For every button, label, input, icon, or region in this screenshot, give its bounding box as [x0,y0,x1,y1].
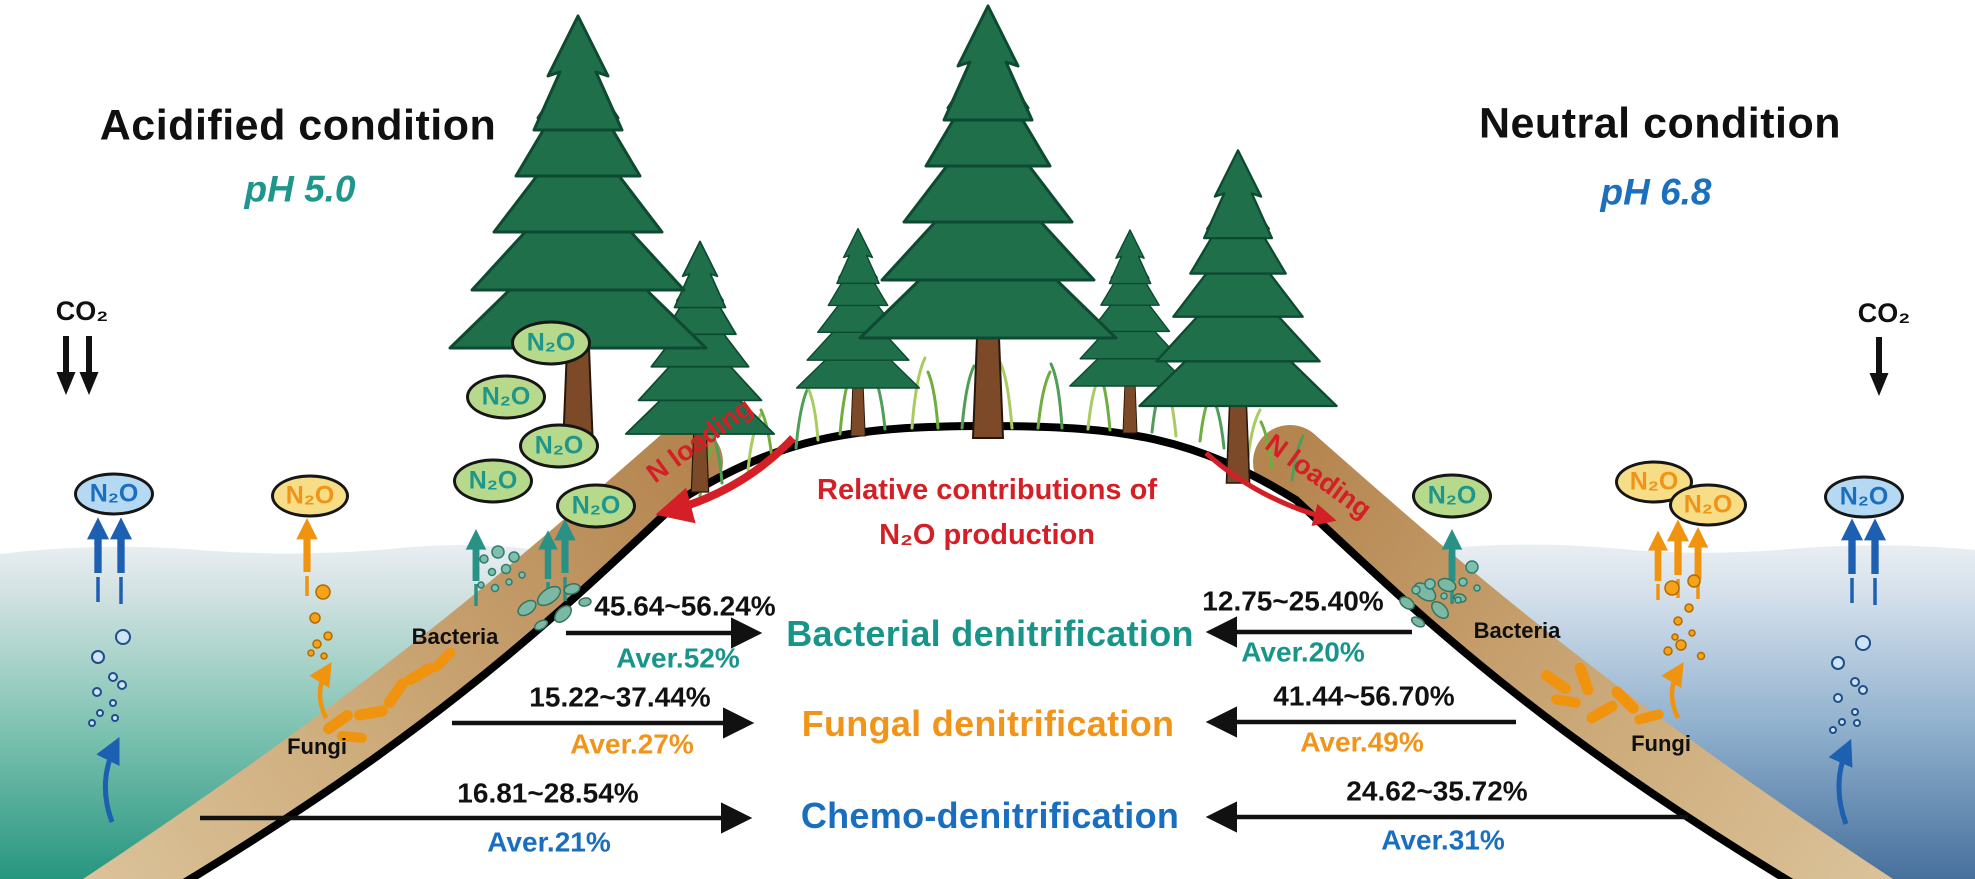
n2o-bubble: N₂O [74,472,154,516]
n2o-bubble: N₂O [511,320,591,366]
bacterial-range-acidified: 45.64~56.24% [594,590,776,622]
fungi-hyphae-left [323,647,456,743]
chemo-trail-arrow-right [1828,738,1853,825]
n2o-bubble: N₂O [519,423,599,469]
bacterial-range-neutral: 12.75~25.40% [1202,585,1384,617]
fungal-range-acidified: 15.22~37.44% [529,681,711,713]
row-arrows [200,616,1688,834]
co2-label-right: CO₂ [1857,298,1911,329]
fungal-range-neutral: 41.44~56.70% [1273,680,1455,712]
bubbles-teal-right [1411,560,1481,604]
fungi-label-left: Fungi [287,733,347,759]
bacteria-cells-left [517,582,592,631]
soil-band-right [1253,425,1894,879]
co2-label-left: CO₂ [55,296,109,327]
n-loading-arrow-right [1204,451,1337,527]
hilltop-grass [698,356,1305,498]
center-title-line2: N₂O production [879,519,1095,552]
bacterial-average-acidified: Aver.52% [616,642,740,674]
n2o-bubble: N₂O [453,458,533,504]
chemo-denitrification-label: Chemo-denitrification [800,795,1180,837]
fungal-average-acidified: Aver.27% [570,728,694,760]
right-condition-title: Neutral condition [1478,99,1842,148]
fungi-hyphae-right [1541,662,1664,725]
left-condition-title: Acidified condition [99,101,497,150]
n2o-bubble: N₂O [556,483,636,529]
emission-arrows-blue-left [86,517,133,604]
emission-arrows-blue-right [1840,518,1887,605]
n2o-bubble: N₂O [271,474,349,518]
bubbles-blue-left [88,629,131,727]
n-loading-arrow-left [655,435,796,524]
chemo-average-acidified: Aver.21% [487,826,611,858]
chemo-range-neutral: 24.62~35.72% [1346,775,1528,807]
n2o-bubble: N₂O [1412,473,1492,519]
emission-arrow-orange-left [296,517,318,596]
right-ph-value: pH 6.8 [1600,171,1712,213]
bubbles-blue-right [1829,635,1871,734]
fungi-trail-arrow-right [1661,662,1684,720]
left-ph-value: pH 5.0 [244,168,356,210]
fungal-average-neutral: Aver.49% [1300,726,1424,758]
fungi-trail-arrow-left [309,662,332,720]
bacteria-label-right: Bacteria [1473,617,1561,643]
chemo-average-neutral: Aver.31% [1381,824,1505,856]
chemo-trail-arrow-left [96,737,120,823]
center-title-line1: Relative contributions of [817,474,1157,507]
bacteria-label-left: Bacteria [411,623,499,649]
n2o-bubble: N₂O [466,374,546,420]
bubbles-orange-right [1663,574,1706,661]
n2o-bubble: N₂O [1669,483,1747,527]
n2o-bubble: N₂O [1824,475,1904,519]
fungi-label-right: Fungi [1631,730,1691,756]
bubbles-orange-left [307,584,333,660]
bacterial-average-neutral: Aver.20% [1241,636,1365,668]
bubbles-teal-left [477,545,526,593]
fungal-denitrification-label: Fungal denitrification [801,703,1175,745]
chemo-range-acidified: 16.81~28.54% [457,777,639,809]
bacterial-denitrification-label: Bacterial denitrification [786,613,1194,655]
